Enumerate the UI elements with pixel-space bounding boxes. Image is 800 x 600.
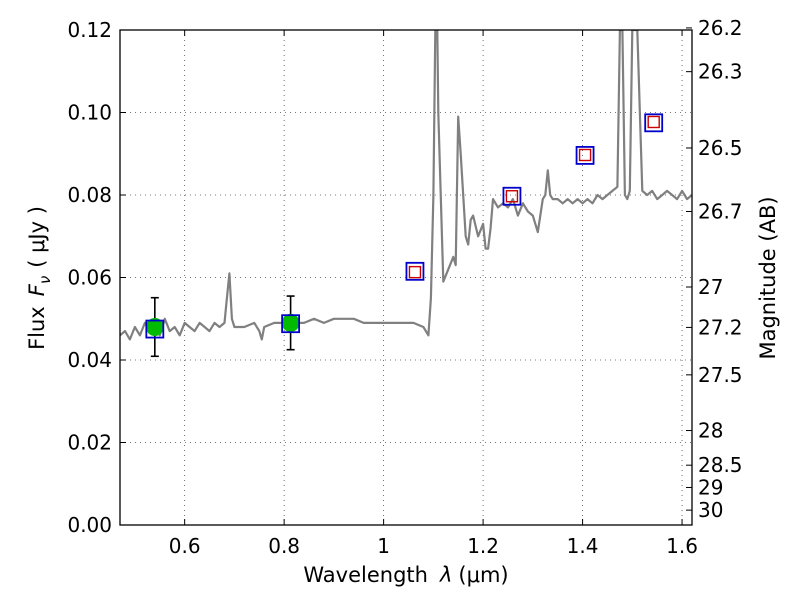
- upper-limit-square: [408, 265, 422, 279]
- right-tick-label: 26.2: [698, 16, 743, 40]
- right-tick-label: 27.5: [698, 363, 743, 387]
- y-axis-label: FluxFν( μJy ): [25, 206, 54, 350]
- x-tick-label: 1.4: [567, 534, 599, 558]
- observed-flux-point: [281, 313, 300, 332]
- right-tick-label: 27: [698, 275, 723, 299]
- right-tick-label: 26.5: [698, 136, 743, 160]
- y-tick-label: 0.00: [67, 513, 112, 537]
- model-band-square: [405, 261, 425, 281]
- y-tick-label: 0.04: [67, 348, 112, 372]
- right-axis-label: Magnitude (AB): [756, 196, 780, 359]
- x-axis-label: Wavelength λ (μm): [303, 563, 508, 587]
- model-band-square: [644, 113, 664, 133]
- x-tick-label: 0.8: [268, 534, 300, 558]
- x-tick-label: 1: [377, 534, 390, 558]
- x-axis-ticks: 0.6 0.8 1 1.2 1.4 1.6: [169, 30, 698, 558]
- upper-limit-square: [647, 115, 660, 129]
- model-spectrum-line: [120, 30, 692, 341]
- right-tick-label: 28.5: [698, 453, 743, 477]
- model-band-square: [145, 319, 165, 339]
- right-tick-label: 26.7: [698, 200, 743, 224]
- x-tick-label: 1.2: [467, 534, 499, 558]
- model-band-square: [575, 145, 595, 165]
- y-tick-label: 0.08: [67, 183, 112, 207]
- upper-limit-square: [578, 148, 592, 162]
- x-tick-label: 1.6: [666, 534, 698, 558]
- y-tick-label: 0.10: [67, 101, 112, 125]
- y-tick-label: 0.12: [67, 18, 112, 42]
- y-axis-ticks: 0.00 0.02 0.04 0.06 0.08 0.10 0.12: [67, 18, 126, 537]
- y-tick-label: 0.02: [67, 431, 112, 455]
- markers: [145, 113, 664, 358]
- upper-limit-square: [505, 190, 519, 203]
- right-tick-label: 26.3: [698, 60, 743, 84]
- right-tick-label: 28: [698, 419, 723, 443]
- model-band-square: [281, 314, 301, 334]
- x-tick-label: 0.6: [169, 534, 201, 558]
- right-tick-label: 29: [698, 475, 723, 499]
- right-tick-label: 30: [698, 498, 723, 522]
- right-tick-label: 27.2: [698, 315, 743, 339]
- y-tick-label: 0.06: [67, 266, 112, 290]
- model-band-square: [502, 186, 522, 206]
